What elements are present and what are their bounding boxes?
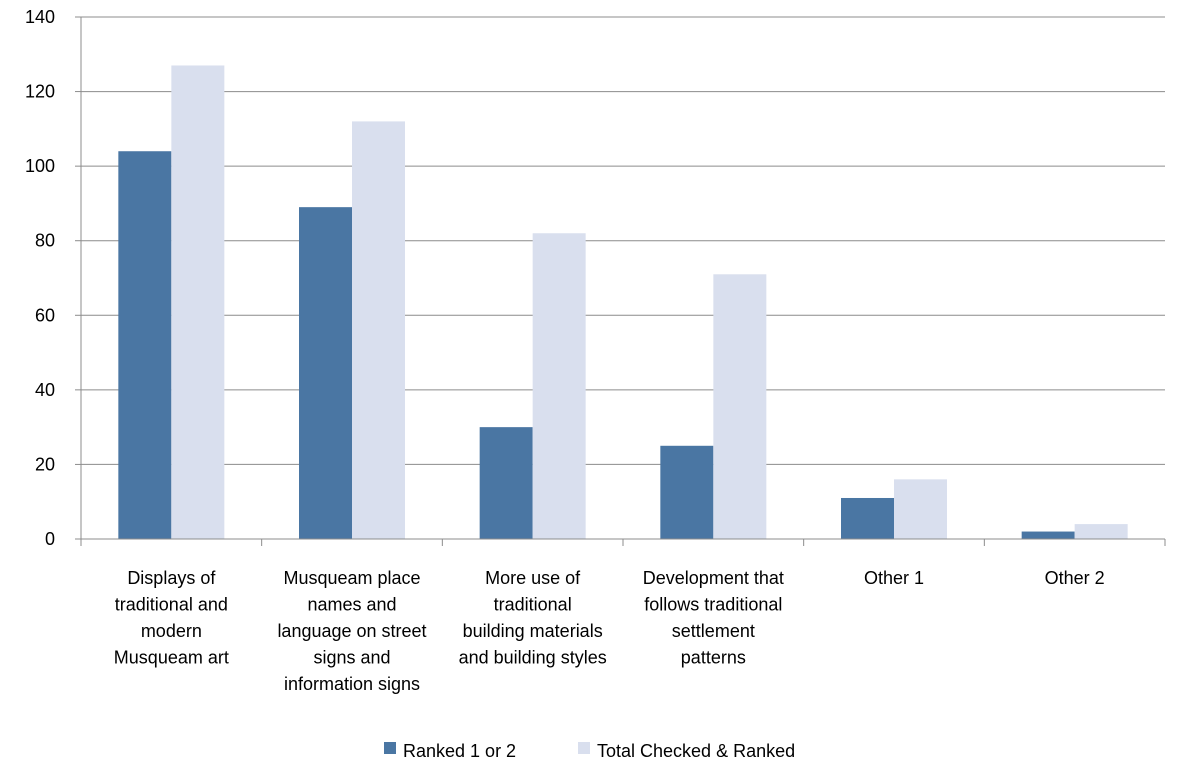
- bar-ranked: [1021, 531, 1075, 539]
- x-category-label: Development that: [643, 568, 784, 588]
- y-tick-label: 60: [35, 305, 55, 325]
- bar-total: [532, 233, 586, 539]
- x-category-label: Displays of: [127, 568, 216, 588]
- y-tick-label: 140: [25, 7, 55, 27]
- legend-label: Total Checked & Ranked: [597, 741, 795, 761]
- x-category-label: patterns: [681, 648, 746, 668]
- y-tick-label: 40: [35, 380, 55, 400]
- x-category-label: Other 2: [1045, 568, 1105, 588]
- bar-ranked: [660, 445, 714, 539]
- x-category-label: Musqueam place: [283, 568, 420, 588]
- bar-total: [352, 121, 405, 540]
- y-tick-label: 0: [45, 529, 55, 549]
- x-category-label: signs and: [313, 648, 390, 668]
- bar-ranked: [299, 207, 352, 539]
- x-category-label: and building styles: [459, 648, 607, 668]
- bar-ranked: [118, 151, 172, 539]
- bar-total: [894, 479, 947, 539]
- x-category-label: Other 1: [864, 568, 924, 588]
- x-category-label: traditional: [494, 595, 572, 615]
- x-category-label: follows traditional: [644, 595, 782, 615]
- bar-ranked: [479, 427, 533, 539]
- x-category-label: More use of: [485, 568, 581, 588]
- x-category-label: language on street: [277, 621, 426, 641]
- x-category-label: traditional and: [115, 595, 228, 615]
- legend-swatch: [384, 742, 396, 754]
- bar-total: [1074, 524, 1128, 539]
- x-category-label: settlement: [672, 621, 755, 641]
- bar-total: [713, 274, 767, 539]
- x-category-label: modern: [141, 621, 202, 641]
- bar-total: [171, 65, 225, 539]
- x-category-label: names and: [307, 595, 396, 615]
- y-tick-label: 80: [35, 231, 55, 251]
- x-category-label: building materials: [463, 621, 603, 641]
- x-category-label: Musqueam art: [114, 648, 229, 668]
- bar-ranked: [841, 497, 894, 539]
- y-tick-label: 100: [25, 156, 55, 176]
- x-category-label: information signs: [284, 674, 420, 694]
- y-tick-label: 120: [25, 82, 55, 102]
- y-tick-label: 20: [35, 454, 55, 474]
- legend-label: Ranked 1 or 2: [403, 741, 516, 761]
- legend-swatch: [578, 742, 590, 754]
